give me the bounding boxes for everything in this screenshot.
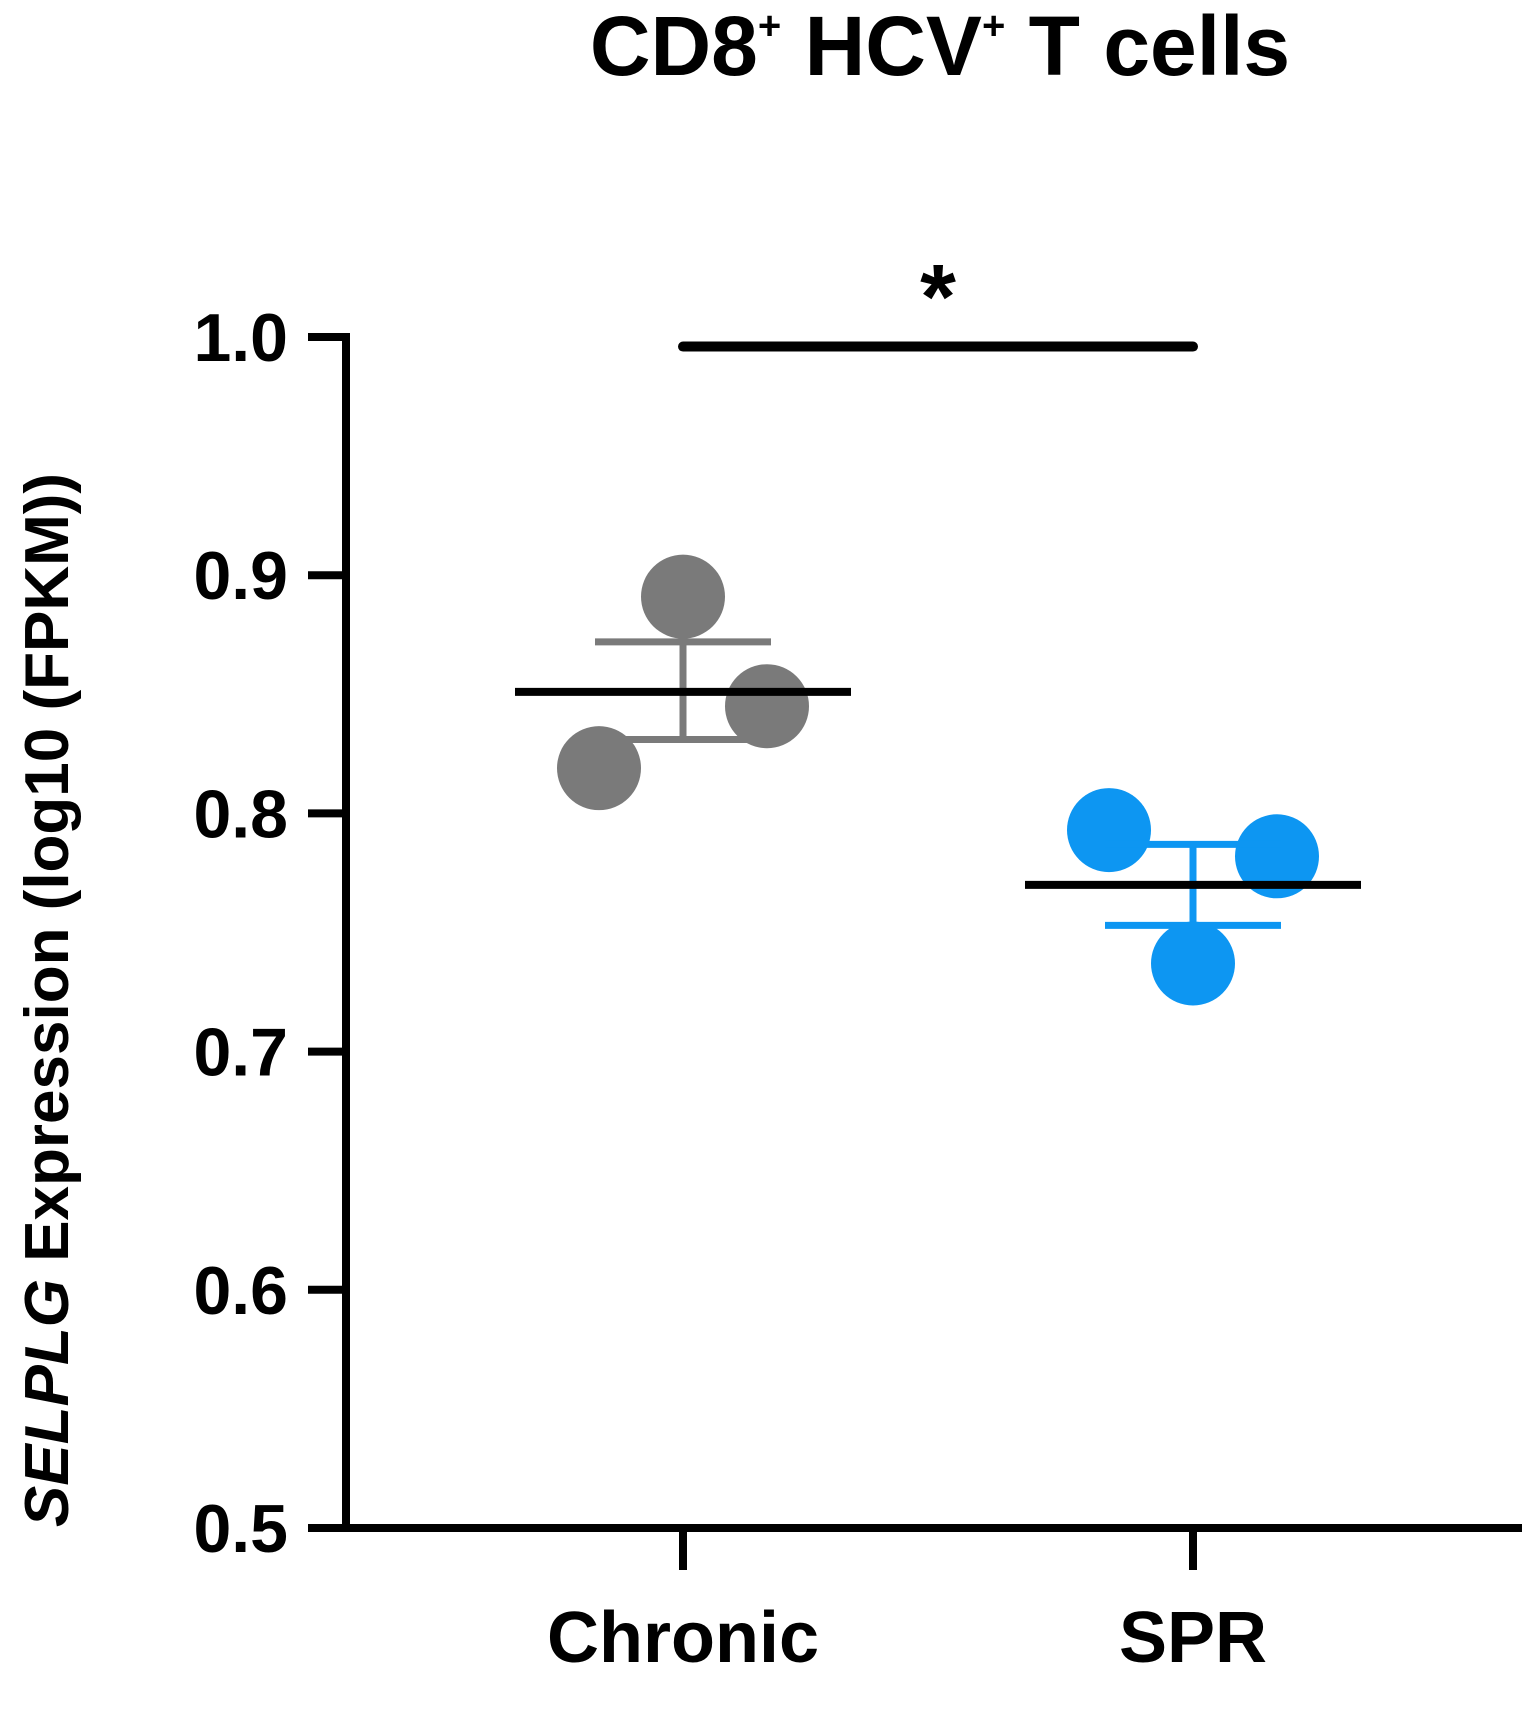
- data-point: [1235, 814, 1319, 899]
- y-tick-label: 1.0: [193, 300, 288, 376]
- chart-title: CD8+ HCV+ T cells: [590, 0, 1290, 93]
- data-point: [1151, 921, 1235, 1006]
- data-point: [641, 554, 725, 639]
- title-part: T cells: [1005, 0, 1290, 93]
- y-axis-label-gene: SELPLG: [13, 1279, 82, 1527]
- y-tick-label: 0.7: [193, 1015, 288, 1091]
- y-tick-label: 0.8: [193, 776, 288, 852]
- y-axis-label: SELPLG Expression (log10 (FPKM)): [13, 473, 82, 1527]
- y-tick-label: 0.6: [193, 1253, 288, 1329]
- title-part: HCV: [781, 0, 982, 93]
- mean-lines: [515, 687, 1361, 889]
- x-tick-label: Chronic: [547, 1598, 819, 1678]
- data-point: [557, 726, 641, 811]
- significance-marker: *: [920, 247, 956, 349]
- significance-annotation: *: [678, 247, 1198, 352]
- axes: 0.5 0.6 0.7 0.8 0.9 1.0 Chronic SPR: [193, 300, 1522, 1678]
- title-sup: +: [758, 4, 781, 48]
- y-tick-label: 0.5: [193, 1491, 288, 1567]
- y-axis-label-rest: Expression (log10 (FPKM)): [13, 473, 82, 1279]
- title-part: CD8: [590, 0, 758, 93]
- x-tick-label: SPR: [1119, 1598, 1267, 1678]
- data-points: [557, 554, 1319, 1006]
- data-point: [1067, 788, 1151, 873]
- title-sup: +: [982, 4, 1005, 48]
- data-point: [725, 664, 809, 749]
- y-tick-label: 0.9: [193, 538, 288, 614]
